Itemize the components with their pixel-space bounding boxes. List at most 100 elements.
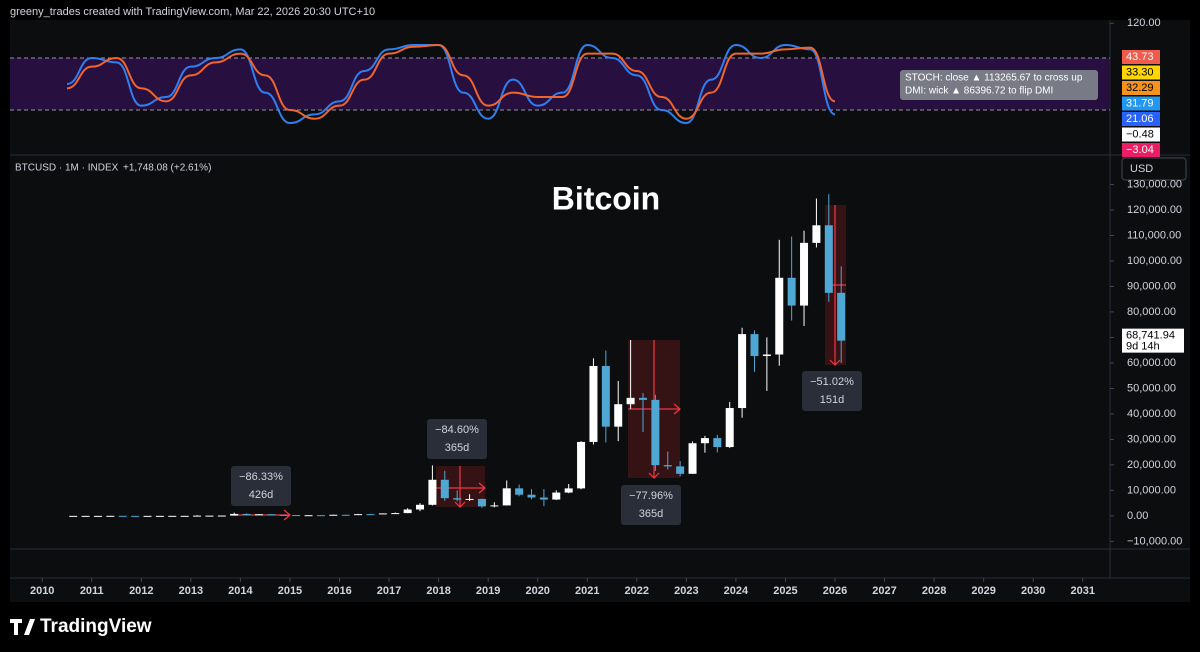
candle-body bbox=[700, 438, 709, 444]
value-badge-label: 33.30 bbox=[1126, 66, 1154, 78]
last-price-label: 68,741.94 bbox=[1126, 330, 1175, 342]
x-tick-label: 2015 bbox=[278, 585, 302, 597]
value-badge-label: 31.79 bbox=[1126, 97, 1154, 109]
candle-body bbox=[155, 515, 164, 517]
candle-body bbox=[626, 397, 635, 405]
annotation-box bbox=[231, 466, 291, 506]
candle-body bbox=[292, 515, 301, 517]
x-tick-label: 2021 bbox=[575, 585, 599, 597]
logo-text: TradingView bbox=[40, 616, 152, 637]
candle-body bbox=[614, 404, 623, 427]
x-tick-label: 2031 bbox=[1071, 585, 1095, 597]
value-badge-label: −3.04 bbox=[1126, 144, 1154, 156]
x-tick-label: 2018 bbox=[426, 585, 450, 597]
candle-body bbox=[131, 515, 140, 517]
candle-body bbox=[837, 292, 846, 341]
annotation-change: −84.60% bbox=[435, 424, 479, 436]
change-legend: +1,748.08 (+2.61%) bbox=[123, 163, 211, 174]
candle-body bbox=[552, 492, 561, 500]
annotation-change: −86.33% bbox=[239, 471, 283, 483]
logo: TradingView bbox=[10, 616, 152, 637]
arrow bbox=[436, 466, 486, 508]
y-tick-label: 10,000.00 bbox=[1127, 484, 1176, 496]
candle-body bbox=[279, 514, 288, 516]
candle-body bbox=[589, 365, 598, 442]
note-text: DMI: wick ▲ 86396.72 to flip DMI bbox=[905, 86, 1053, 97]
y-tick-label: −10,000.00 bbox=[1127, 535, 1182, 547]
y-tick-label: 60,000.00 bbox=[1127, 357, 1176, 369]
candle-body bbox=[118, 515, 127, 517]
y-tick-label: 20,000.00 bbox=[1127, 459, 1176, 471]
candle-body bbox=[725, 408, 734, 448]
x-tick-label: 2028 bbox=[922, 585, 946, 597]
candle-body bbox=[366, 514, 375, 516]
candle-body bbox=[713, 438, 722, 448]
candle-body bbox=[527, 494, 536, 498]
candle-body bbox=[230, 513, 239, 516]
candle-body bbox=[564, 488, 573, 493]
candle-body bbox=[267, 514, 276, 516]
candle-body bbox=[775, 277, 784, 355]
candle-body bbox=[762, 354, 771, 357]
indicator-line bbox=[66, 43, 836, 120]
candle-body bbox=[676, 466, 685, 474]
x-tick-label: 2027 bbox=[872, 585, 896, 597]
y-tick-label: 120.00 bbox=[1127, 17, 1161, 29]
y-tick-label: 30,000.00 bbox=[1127, 433, 1176, 445]
candle-body bbox=[93, 515, 102, 517]
x-tick-label: 2022 bbox=[625, 585, 649, 597]
candle-body bbox=[577, 441, 586, 489]
y-tick-label: 120,000.00 bbox=[1127, 204, 1182, 216]
x-tick-label: 2023 bbox=[674, 585, 698, 597]
last-price-badge bbox=[1122, 328, 1184, 353]
value-badge bbox=[1122, 50, 1160, 64]
value-badge bbox=[1122, 127, 1160, 142]
countdown: 9d 14h bbox=[1126, 341, 1160, 353]
candle-body bbox=[428, 479, 437, 505]
candle-body bbox=[651, 399, 660, 466]
candle-body bbox=[738, 334, 747, 409]
candle-body bbox=[354, 514, 363, 516]
candle-body bbox=[316, 515, 325, 517]
candle-body bbox=[750, 334, 759, 357]
value-badge bbox=[1122, 65, 1160, 80]
x-tick-label: 2025 bbox=[773, 585, 797, 597]
candle-body bbox=[193, 515, 202, 517]
candle-body bbox=[329, 514, 338, 516]
candle-body bbox=[378, 513, 387, 515]
candle-body bbox=[254, 514, 263, 516]
annotation-box bbox=[621, 485, 681, 525]
candle-body bbox=[168, 515, 177, 517]
value-badge-label: 32.29 bbox=[1126, 82, 1154, 94]
y-tick-label: 130,000.00 bbox=[1127, 178, 1182, 190]
annotation-change: −77.96% bbox=[629, 490, 673, 502]
candle-body bbox=[304, 515, 313, 517]
y-tick-label: 50,000.00 bbox=[1127, 382, 1176, 394]
x-tick-label: 2012 bbox=[129, 585, 153, 597]
chart-title: Bitcoin bbox=[552, 180, 660, 216]
value-badge-label: −0.48 bbox=[1126, 128, 1154, 140]
note-text: STOCH: close ▲ 113265.67 to cross up bbox=[905, 73, 1083, 84]
candle-body bbox=[638, 397, 647, 400]
x-tick-label: 2029 bbox=[971, 585, 995, 597]
candle-body bbox=[205, 515, 214, 517]
annotation-change: −51.02% bbox=[810, 376, 854, 388]
candle-body bbox=[477, 498, 486, 507]
x-tick-label: 2014 bbox=[228, 585, 253, 597]
candle-body bbox=[242, 513, 251, 515]
annotation-duration: 426d bbox=[249, 489, 273, 501]
x-tick-label: 2019 bbox=[476, 585, 500, 597]
x-tick-label: 2020 bbox=[525, 585, 549, 597]
candle-body bbox=[143, 515, 152, 517]
candle-body bbox=[217, 515, 226, 517]
x-tick-label: 2030 bbox=[1021, 585, 1045, 597]
indicator-line bbox=[66, 43, 836, 125]
candle-body bbox=[812, 225, 821, 243]
annotation-duration: 365d bbox=[639, 508, 663, 520]
candle-body bbox=[601, 365, 610, 427]
x-tick-label: 2013 bbox=[179, 585, 203, 597]
candle-body bbox=[403, 509, 412, 514]
y-tick-label: 110,000.00 bbox=[1127, 229, 1181, 241]
